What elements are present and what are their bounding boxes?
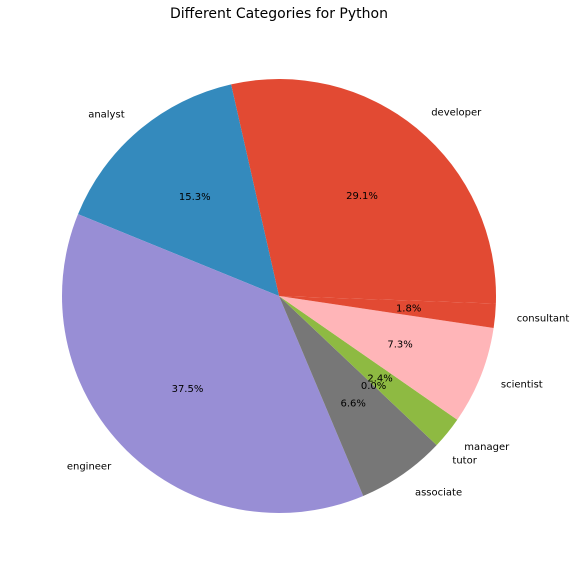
slice-label-engineer: engineer [67, 461, 112, 472]
percent-label-tutor: 0.0% [361, 381, 386, 392]
percent-label-manager: 2.4% [367, 374, 392, 385]
slice-label-developer: developer [431, 108, 482, 119]
percent-labels: 29.1% 15.3% 37.5% 6.6% 0.0%2.4% 7.3% 1.8% [172, 191, 422, 409]
percent-label-analyst: 15.3% [179, 192, 211, 203]
pie-slices [61, 79, 496, 513]
pie-slice-scientist [279, 296, 494, 420]
slice-label-tutor: tutor [452, 456, 477, 467]
slice-label-consultant: consultant [517, 313, 570, 324]
pie-slice-manager [279, 296, 458, 446]
slice-label-manager: manager [464, 442, 510, 453]
slice-label-analyst: analyst [88, 109, 125, 120]
percent-label-associate: 6.6% [340, 399, 365, 410]
slice-label-scientist: scientist [501, 379, 543, 390]
percent-label-scientist: 7.3% [387, 339, 412, 350]
pie-slice-consultant [279, 296, 496, 328]
pie-slice-developer [231, 79, 496, 304]
pie-slice-associate [279, 296, 437, 496]
slice-labels: developer analyst engineer associate tutor ma… [67, 108, 570, 499]
percent-label-engineer: 37.5% [172, 384, 204, 395]
slice-label-associate: associate [415, 488, 462, 499]
pie-slice-analyst [78, 84, 279, 297]
pie-slice-engineer [61, 214, 364, 513]
chart-title: Different Categories for Python [170, 6, 388, 22]
percent-label-consultant: 1.8% [396, 303, 421, 314]
percent-label-developer: 29.1% [346, 191, 378, 202]
